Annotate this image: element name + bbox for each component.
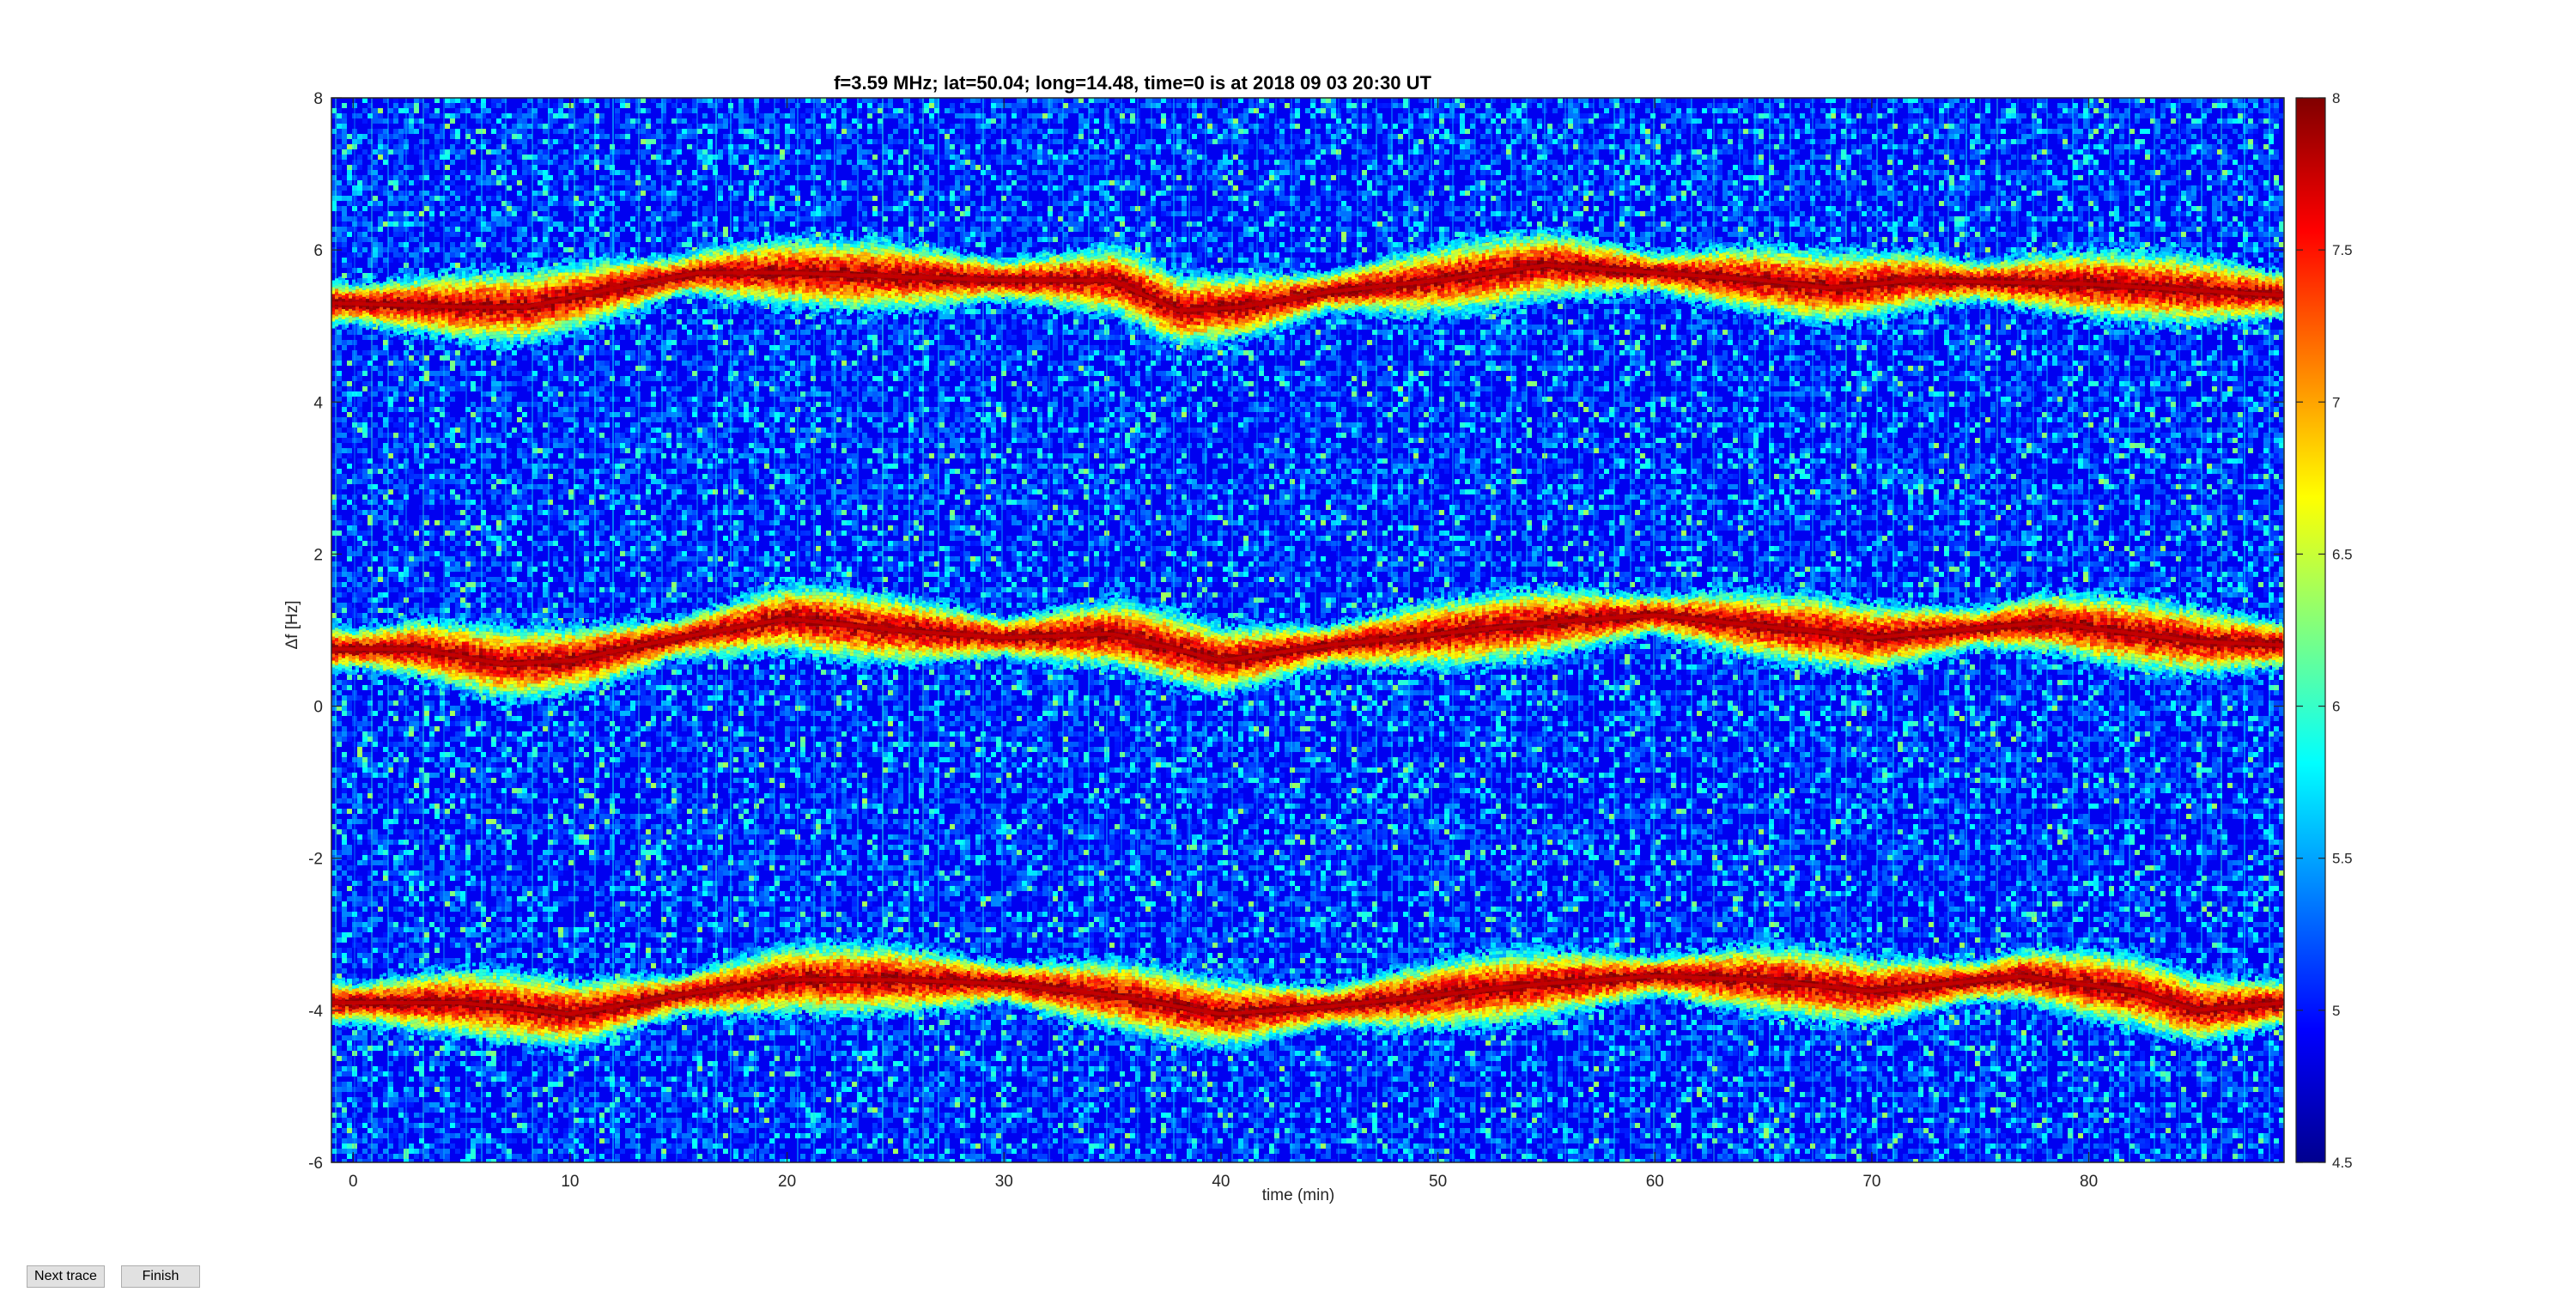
y-tick-label: 8 <box>313 90 323 108</box>
colorbar-tick-label: 6 <box>2332 699 2340 715</box>
x-tick-label: 30 <box>995 1173 1013 1191</box>
colorbar-tick-label: 6.5 <box>2332 546 2353 562</box>
y-tick-label: -4 <box>308 1003 323 1021</box>
chart-title: f=3.59 MHz; lat=50.04; long=14.48, time=… <box>834 72 1431 94</box>
y-axis-label: Δf [Hz] <box>283 600 301 649</box>
y-tick-label: -2 <box>308 851 323 869</box>
x-tick-label: 50 <box>1429 1173 1447 1191</box>
y-tick-label: -6 <box>308 1155 323 1173</box>
spectrogram-plot <box>331 98 2286 1164</box>
x-tick-label: 20 <box>778 1173 796 1191</box>
y-tick-label: 2 <box>313 546 323 564</box>
colorbar-tick-label: 5 <box>2332 1003 2340 1019</box>
y-tick-label: 0 <box>313 699 323 717</box>
x-tick-label: 10 <box>561 1173 579 1191</box>
colorbar-tick-label: 5.5 <box>2332 851 2353 867</box>
x-tick-label: 0 <box>349 1173 358 1191</box>
x-tick-label: 70 <box>1862 1173 1880 1191</box>
x-axis-label: time (min) <box>1262 1186 1334 1204</box>
x-tick-label: 40 <box>1212 1173 1230 1191</box>
x-tick-label: 60 <box>1646 1173 1664 1191</box>
colorbar-tick-label: 4.5 <box>2332 1155 2353 1171</box>
next-trace-button[interactable]: Next trace <box>27 1265 105 1288</box>
colorbar-tick-label: 8 <box>2332 90 2340 106</box>
colorbar <box>2296 98 2325 1162</box>
y-tick-label: 6 <box>313 242 323 260</box>
colorbar-tick-label: 7 <box>2332 394 2340 410</box>
x-tick-label: 80 <box>2080 1173 2098 1191</box>
colorbar-tick-label: 7.5 <box>2332 242 2353 258</box>
y-tick-label: 4 <box>313 394 323 412</box>
finish-button[interactable]: Finish <box>121 1265 200 1288</box>
